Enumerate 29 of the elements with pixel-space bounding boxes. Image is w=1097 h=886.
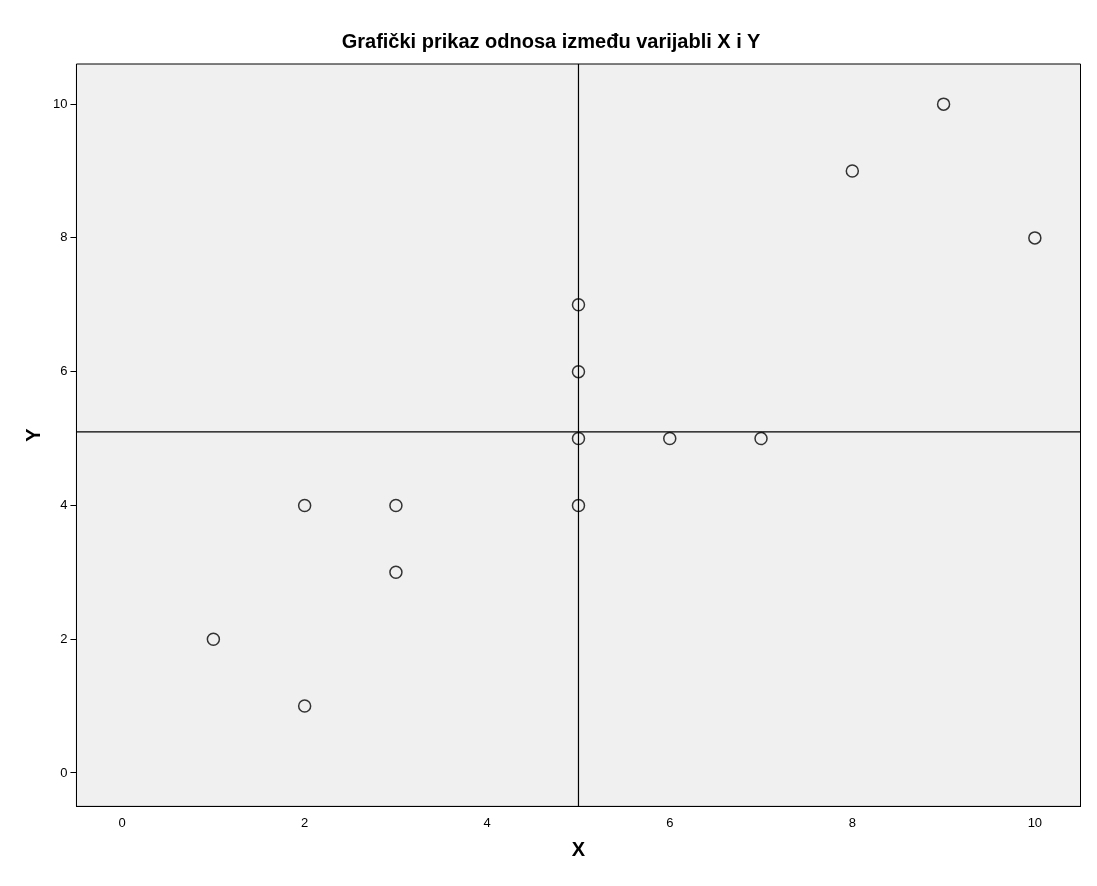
x-axis-title: X (571, 837, 586, 860)
point (845, 164, 860, 178)
point (936, 97, 951, 111)
point (571, 431, 586, 446)
point (389, 498, 403, 513)
x-tick-label: 0 (118, 814, 126, 830)
x-tick-label: 8 (848, 814, 856, 830)
x-tick-label: 4 (483, 814, 491, 830)
y-tick-label: 8 (60, 229, 68, 245)
point (389, 565, 403, 580)
x-tick-label: 10 (1027, 814, 1043, 830)
point (571, 498, 586, 513)
point (571, 364, 586, 379)
y-tick-label: 0 (60, 764, 68, 780)
y-axis-title: Y (21, 427, 44, 442)
x-tick-label: 2 (301, 814, 309, 830)
y-tick-label: 2 (60, 630, 68, 646)
y-tick-label: 6 (60, 363, 68, 379)
point (297, 498, 312, 513)
point (663, 431, 677, 446)
x-tick-label: 6 (666, 814, 674, 830)
y-tick-label: 10 (52, 95, 68, 111)
point (206, 632, 221, 646)
point (297, 699, 312, 713)
chart-title: Grafički prikaz odnosa između varijabli X i Y (341, 29, 761, 52)
point (1028, 231, 1042, 245)
y-tick-label: 4 (60, 497, 68, 513)
point (754, 431, 768, 446)
point (571, 298, 586, 312)
